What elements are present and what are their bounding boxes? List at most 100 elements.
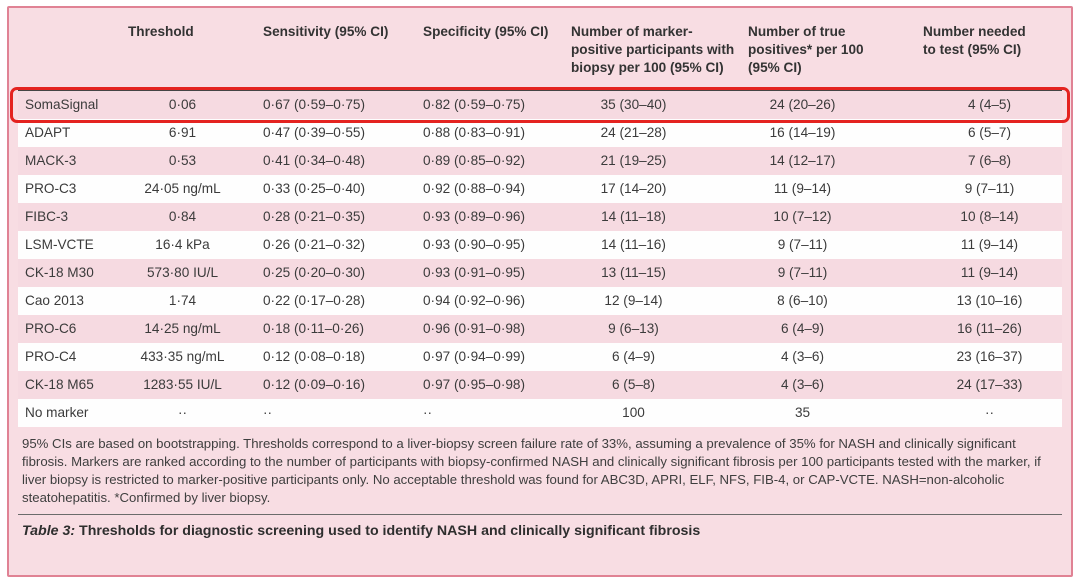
- table-row: PRO-C4 433·35 ng/mL 0·12 (0·08–0·18) 0·9…: [18, 342, 1062, 371]
- cell-marker-positive-per-100: 13 (11–15): [601, 265, 666, 281]
- cell-number-needed-to-test: 16 (11–26): [957, 321, 1022, 337]
- column-header-marker: [18, 14, 128, 91]
- cell-threshold: 0·53: [168, 153, 197, 169]
- table-caption: Table 3: Thresholds for diagnostic scree…: [22, 523, 1065, 539]
- cell-specificity: 0·96 (0·91–0·98): [423, 321, 526, 337]
- table-row: Cao 2013 1·74 0·22 (0·17–0·28) 0·94 (0·9…: [18, 286, 1062, 315]
- table-header: Threshold Sensitivity (95% CI) Specifici…: [18, 14, 1062, 91]
- cell-number-needed-to-test: 9 (7–11): [964, 181, 1015, 197]
- cell-marker-name: PRO-C4: [25, 349, 77, 365]
- cell-marker-name: LSM-VCTE: [25, 237, 94, 253]
- cell-marker-positive-per-100: 14 (11–16): [601, 237, 666, 253]
- column-header-true-positives: Number of true positives* per 100 (95% C…: [748, 14, 923, 91]
- cell-number-needed-to-test: 11 (9–14): [960, 237, 1019, 253]
- cell-sensitivity: 0·41 (0·34–0·48): [263, 153, 366, 169]
- cell-threshold: 24·05 ng/mL: [144, 181, 221, 197]
- cell-true-positives-per-100: 4 (3–6): [780, 349, 825, 365]
- cell-specificity: 0·93 (0·91–0·95): [423, 265, 526, 281]
- table-row: ADAPT 6·91 0·47 (0·39–0·55) 0·88 (0·83–0…: [18, 118, 1062, 147]
- cell-specificity: 0·88 (0·83–0·91): [423, 125, 526, 141]
- cell-marker-positive-per-100: 21 (19–25): [600, 153, 667, 169]
- column-header-marker-positive: Number of marker-positive participants w…: [571, 14, 748, 91]
- cell-true-positives-per-100: 9 (7–11): [777, 265, 828, 281]
- table-row: LSM-VCTE 16·4 kPa 0·26 (0·21–0·32) 0·93 …: [18, 230, 1062, 259]
- cell-true-positives-per-100: 4 (3–6): [780, 377, 825, 393]
- cell-marker-positive-per-100: 6 (4–9): [611, 349, 656, 365]
- cell-sensitivity: 0·26 (0·21–0·32): [263, 237, 366, 253]
- cell-threshold: 1·74: [168, 293, 197, 309]
- column-header-number-needed-to-test: Number needed to test (95% CI): [923, 14, 1062, 91]
- cell-threshold: 0·06: [168, 97, 197, 113]
- table-row: No marker ·· ·· ·· 100 35 ··: [18, 398, 1062, 427]
- cell-sensitivity: 0·28 (0·21–0·35): [263, 209, 366, 225]
- cell-marker-positive-per-100: 14 (11–18): [601, 209, 666, 225]
- cell-sensitivity: 0·33 (0·25–0·40): [263, 181, 366, 197]
- cell-true-positives-per-100: 14 (12–17): [769, 153, 836, 169]
- table-row: CK-18 M30 573·80 IU/L 0·25 (0·20–0·30) 0…: [18, 258, 1062, 287]
- cell-marker-name: Cao 2013: [25, 293, 84, 309]
- table-row: FIBC-3 0·84 0·28 (0·21–0·35) 0·93 (0·89–…: [18, 202, 1062, 231]
- cell-threshold: 1283·55 IU/L: [143, 377, 222, 393]
- cell-marker-positive-per-100: 6 (5–8): [611, 377, 656, 393]
- cell-marker-name: FIBC-3: [25, 209, 69, 225]
- cell-sensitivity: ··: [263, 405, 273, 421]
- cell-sensitivity: 0·67 (0·59–0·75): [263, 97, 366, 113]
- cell-true-positives-per-100: 35: [794, 405, 811, 421]
- cell-number-needed-to-test: 13 (10–16): [956, 293, 1023, 309]
- cell-marker-positive-per-100: 100: [622, 405, 645, 421]
- cell-specificity: 0·94 (0·92–0·96): [423, 293, 526, 309]
- cell-number-needed-to-test: 6 (5–7): [967, 125, 1012, 141]
- cell-marker-positive-per-100: 17 (14–20): [600, 181, 667, 197]
- table-body: SomaSignal 0·06 0·67 (0·59–0·75) 0·82 (0…: [18, 90, 1062, 427]
- column-header-threshold: Threshold: [128, 14, 263, 91]
- cell-true-positives-per-100: 10 (7–12): [773, 209, 832, 225]
- cell-specificity: 0·93 (0·89–0·96): [423, 209, 526, 225]
- cell-specificity: 0·97 (0·95–0·98): [423, 377, 526, 393]
- cell-threshold: 433·35 ng/mL: [140, 349, 225, 365]
- cell-specificity: ··: [423, 405, 433, 421]
- cell-threshold: 16·4 kPa: [155, 237, 210, 253]
- cell-true-positives-per-100: 16 (14–19): [769, 125, 836, 141]
- table-row: PRO-C6 14·25 ng/mL 0·18 (0·11–0·26) 0·96…: [18, 314, 1062, 343]
- cell-number-needed-to-test: 10 (8–14): [960, 209, 1019, 225]
- cell-number-needed-to-test: 11 (9–14): [960, 265, 1019, 281]
- cell-specificity: 0·97 (0·94–0·99): [423, 349, 526, 365]
- table-row: SomaSignal 0·06 0·67 (0·59–0·75) 0·82 (0…: [18, 90, 1062, 119]
- cell-sensitivity: 0·47 (0·39–0·55): [263, 125, 366, 141]
- cell-number-needed-to-test: ··: [984, 405, 995, 421]
- cell-threshold: 14·25 ng/mL: [144, 321, 221, 337]
- cell-marker-name: PRO-C6: [25, 321, 77, 337]
- header-row: Threshold Sensitivity (95% CI) Specifici…: [18, 14, 1062, 91]
- cell-specificity: 0·82 (0·59–0·75): [423, 97, 526, 113]
- table-row: PRO-C3 24·05 ng/mL 0·33 (0·25–0·40) 0·92…: [18, 174, 1062, 203]
- cell-threshold: 0·84: [168, 209, 197, 225]
- table-figure: Threshold Sensitivity (95% CI) Specifici…: [7, 6, 1073, 577]
- cell-marker-name: CK-18 M65: [25, 377, 94, 393]
- column-header-specificity: Specificity (95% CI): [423, 14, 571, 91]
- cell-sensitivity: 0·22 (0·17–0·28): [263, 293, 366, 309]
- cell-sensitivity: 0·18 (0·11–0·26): [263, 321, 365, 337]
- cell-marker-name: ADAPT: [25, 125, 71, 141]
- cell-marker-positive-per-100: 35 (30–40): [600, 97, 667, 113]
- table-caption-label: Table 3:: [22, 523, 76, 540]
- cell-marker-name: SomaSignal: [25, 97, 99, 113]
- cell-true-positives-per-100: 11 (9–14): [773, 181, 832, 197]
- table-caption-text: Thresholds for diagnostic screening used…: [79, 523, 701, 540]
- cell-sensitivity: 0·12 (0·09–0·16): [263, 377, 366, 393]
- column-header-sensitivity: Sensitivity (95% CI): [263, 14, 423, 91]
- cell-specificity: 0·89 (0·85–0·92): [423, 153, 526, 169]
- cell-marker-name: CK-18 M30: [25, 265, 94, 281]
- cell-marker-positive-per-100: 12 (9–14): [604, 293, 663, 309]
- cell-specificity: 0·92 (0·88–0·94): [423, 181, 526, 197]
- cell-marker-name: MACK-3: [25, 153, 77, 169]
- cell-marker-name: No marker: [25, 405, 89, 421]
- cell-number-needed-to-test: 4 (4–5): [967, 97, 1012, 113]
- diagnostic-thresholds-table: Threshold Sensitivity (95% CI) Specifici…: [18, 14, 1062, 427]
- cell-specificity: 0·93 (0·90–0·95): [423, 237, 526, 253]
- cell-threshold: 6·91: [168, 125, 197, 141]
- cell-number-needed-to-test: 7 (6–8): [967, 153, 1012, 169]
- cell-sensitivity: 0·12 (0·08–0·18): [263, 349, 366, 365]
- cell-number-needed-to-test: 23 (16–37): [956, 349, 1023, 365]
- caption-divider: [18, 514, 1062, 516]
- cell-marker-positive-per-100: 24 (21–28): [600, 125, 667, 141]
